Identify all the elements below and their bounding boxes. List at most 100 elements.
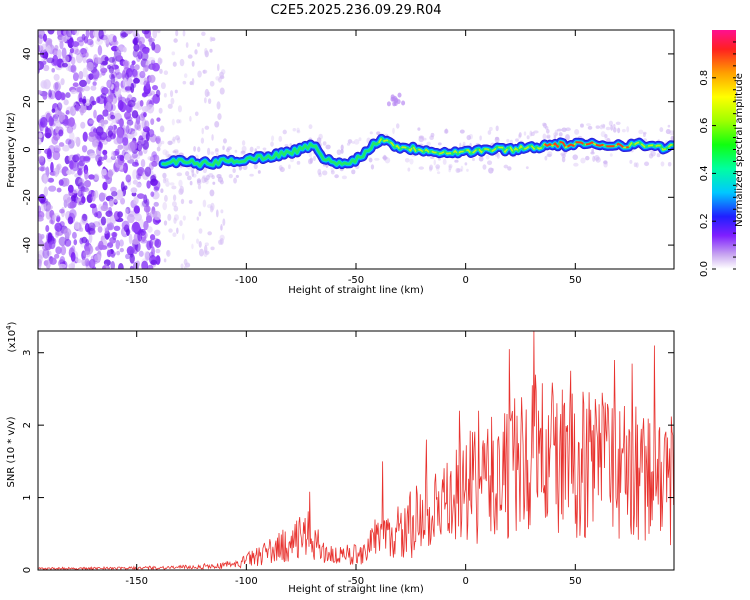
trace-halo: [240, 150, 246, 156]
trace-halo: [526, 135, 530, 140]
trace-halo: [466, 168, 469, 172]
noise-speckle: [39, 116, 48, 128]
noise-speckle: [40, 166, 45, 172]
noise-speckle: [128, 233, 133, 245]
trace-halo: [515, 138, 519, 142]
noise-speckle: [52, 48, 59, 57]
noise-speckle: [185, 170, 190, 177]
noise-speckle: [220, 69, 226, 75]
trace-halo: [370, 164, 375, 170]
trace-halo: [573, 162, 579, 167]
noise-speckle: [141, 260, 149, 269]
trace-halo: [288, 164, 291, 170]
noise-speckle: [206, 91, 211, 97]
trace-peak: [544, 140, 629, 149]
noise-speckle: [125, 228, 130, 236]
noise-speckle: [55, 246, 62, 255]
noise-speckle: [209, 205, 214, 213]
noise-speckle: [58, 129, 64, 137]
y-tick-label: 1: [22, 494, 33, 500]
noise-speckle: [202, 199, 207, 208]
noise-speckle: [97, 226, 103, 233]
noise-speckle: [125, 67, 133, 78]
noise-speckle: [107, 130, 113, 137]
noise-speckle: [62, 119, 69, 126]
trace-halo: [216, 174, 222, 179]
colorbar-tick-label: 0.4: [699, 165, 710, 181]
noise-speckle: [112, 232, 117, 241]
noise-speckle: [178, 188, 184, 195]
noise-speckle: [83, 85, 91, 92]
trace-halo: [190, 167, 195, 173]
noise-speckle: [142, 66, 149, 73]
noise-speckle: [182, 233, 185, 241]
noise-speckle: [137, 231, 143, 242]
noise-speckle: [53, 119, 62, 128]
noise-speckle: [93, 109, 97, 119]
trace-halo: [238, 166, 243, 170]
trace-halo: [166, 154, 171, 158]
x-tick-label: -150: [125, 275, 148, 286]
trace-halo: [172, 150, 177, 154]
noise-speckle: [222, 218, 226, 226]
trace-halo: [369, 131, 373, 135]
trace-halo: [443, 129, 449, 134]
noise-speckle: [108, 65, 114, 74]
noise-speckle: [110, 252, 116, 258]
noise-speckle: [94, 190, 99, 199]
noise-speckle: [72, 65, 77, 71]
noise-speckle: [201, 127, 204, 135]
trace-halo: [404, 158, 410, 163]
noise-speckle: [132, 238, 140, 245]
noise-speckle: [70, 56, 76, 65]
noise-speckle: [100, 93, 107, 99]
noise-speckle: [38, 249, 45, 259]
noise-speckle: [204, 50, 209, 58]
noise-speckle: [179, 58, 185, 67]
noise-speckle: [160, 140, 165, 145]
noise-speckle: [69, 47, 75, 54]
noise-speckle: [100, 118, 105, 127]
noise-speckle: [114, 67, 120, 76]
noise-speckle: [80, 107, 84, 116]
noise-speckle: [38, 216, 44, 222]
trace-halo: [599, 124, 604, 130]
noise-speckle: [159, 68, 163, 74]
noise-speckle: [102, 109, 109, 117]
noise-speckle: [43, 64, 50, 72]
noise-speckle: [145, 215, 153, 223]
noise-speckle: [84, 51, 89, 58]
noise-speckle: [97, 45, 103, 56]
snr-y-axis-label: SNR (10 * v/v): [6, 416, 17, 487]
noise-speckle: [116, 45, 124, 53]
noise-speckle: [104, 56, 109, 62]
noise-speckle: [187, 54, 193, 59]
trace-halo: [602, 160, 608, 165]
noise-speckle: [117, 99, 124, 111]
noise-speckle: [137, 151, 144, 157]
x-tick-label: 50: [569, 275, 582, 286]
trace-halo: [156, 146, 161, 152]
trace-halo: [222, 145, 225, 151]
trace-halo: [604, 133, 608, 139]
y-tick-label: 2: [22, 422, 33, 428]
trace-halo: [418, 135, 425, 139]
noise-speckle: [191, 60, 195, 67]
noise-speckle: [122, 77, 128, 88]
noise-speckle: [88, 153, 97, 159]
trace-halo: [592, 155, 596, 162]
noise-speckle: [48, 185, 57, 192]
noise-speckle: [204, 88, 210, 98]
trace-halo: [491, 167, 495, 171]
noise-speckle: [109, 186, 117, 193]
trace-halo: [279, 167, 285, 173]
noise-speckle: [117, 128, 124, 139]
noise-speckle: [86, 74, 91, 85]
noise-speckle: [176, 119, 181, 124]
noise-speckle: [71, 259, 76, 269]
noise-speckle: [96, 160, 103, 166]
noise-speckle: [117, 144, 124, 150]
noise-speckle: [128, 68, 135, 78]
noise-speckle: [61, 92, 66, 101]
trace-halo: [565, 127, 571, 132]
